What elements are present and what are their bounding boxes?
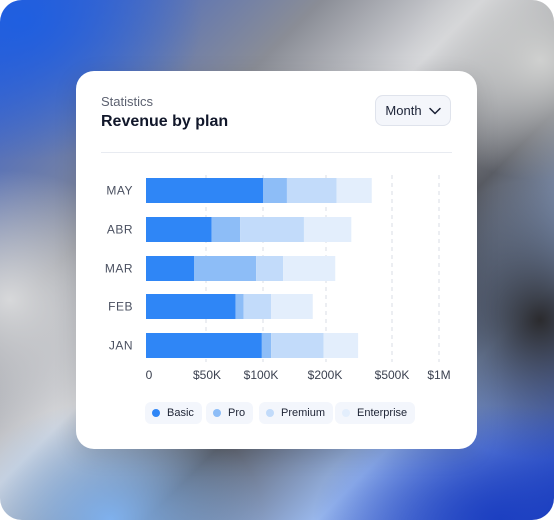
x-tick-label: $1M bbox=[427, 368, 450, 382]
legend-swatch bbox=[152, 409, 160, 417]
x-tick-label: 0 bbox=[146, 368, 153, 382]
category-label: MAR bbox=[105, 262, 133, 276]
category-label: FEB bbox=[108, 300, 133, 314]
legend-label: Basic bbox=[167, 407, 194, 419]
bar-segment-premium bbox=[271, 333, 324, 358]
legend-label: Enterprise bbox=[357, 407, 408, 419]
category-label: JAN bbox=[109, 339, 133, 353]
bar-segment-pro bbox=[263, 178, 287, 203]
legend-item-enterprise: Enterprise bbox=[335, 402, 416, 424]
bar-segment-pro bbox=[211, 217, 241, 242]
category-label: ABR bbox=[107, 223, 133, 237]
legend-item-basic: Basic bbox=[145, 402, 202, 424]
x-tick-label: $500K bbox=[375, 368, 410, 382]
bar-segment-premium bbox=[243, 294, 272, 319]
chevron-down-icon bbox=[428, 107, 441, 115]
legend-item-premium: Premium bbox=[259, 402, 334, 424]
card-title: Revenue by plan bbox=[101, 113, 229, 130]
bar-segment-pro bbox=[261, 333, 272, 358]
bar-segment-enterprise bbox=[303, 217, 352, 242]
bar-segment-enterprise bbox=[323, 333, 359, 358]
bar-segment-premium bbox=[240, 217, 304, 242]
bar-segment-enterprise bbox=[271, 294, 313, 319]
legend-swatch bbox=[213, 409, 221, 417]
bar-segment-enterprise bbox=[283, 256, 336, 281]
bar-segment-pro bbox=[194, 256, 257, 281]
header-divider bbox=[101, 152, 452, 153]
bar-segment-basic bbox=[146, 217, 212, 242]
bar-segment-pro bbox=[235, 294, 244, 319]
legend-label: Pro bbox=[228, 407, 246, 419]
x-tick-label: $100K bbox=[244, 368, 279, 382]
legend-item-pro: Pro bbox=[206, 402, 254, 424]
legend-label: Premium bbox=[281, 407, 326, 419]
period-select-label: Month bbox=[385, 103, 422, 118]
legend-swatch bbox=[266, 409, 274, 417]
legend-swatch bbox=[342, 409, 350, 417]
x-tick-label: $50K bbox=[193, 368, 221, 382]
bar-segment-premium bbox=[256, 256, 284, 281]
revenue-chart: MAY ABR MAR FEB JAN 0 $50K $100K $200K $500K $1M bbox=[105, 175, 451, 382]
bar-segment-basic bbox=[146, 256, 194, 281]
bar-segment-basic bbox=[146, 294, 236, 319]
period-select[interactable]: Month bbox=[375, 95, 451, 126]
category-label: MAY bbox=[106, 184, 133, 198]
bar-segment-basic bbox=[146, 333, 262, 358]
x-tick-label: $200K bbox=[308, 368, 343, 382]
revenue-card: Statistics Revenue by plan Month MAY ABR M… bbox=[76, 71, 477, 449]
bar-segment-enterprise bbox=[336, 178, 372, 203]
card-kicker: Statistics bbox=[101, 94, 154, 109]
bar-segment-basic bbox=[146, 178, 263, 203]
bar-segment-premium bbox=[286, 178, 337, 203]
